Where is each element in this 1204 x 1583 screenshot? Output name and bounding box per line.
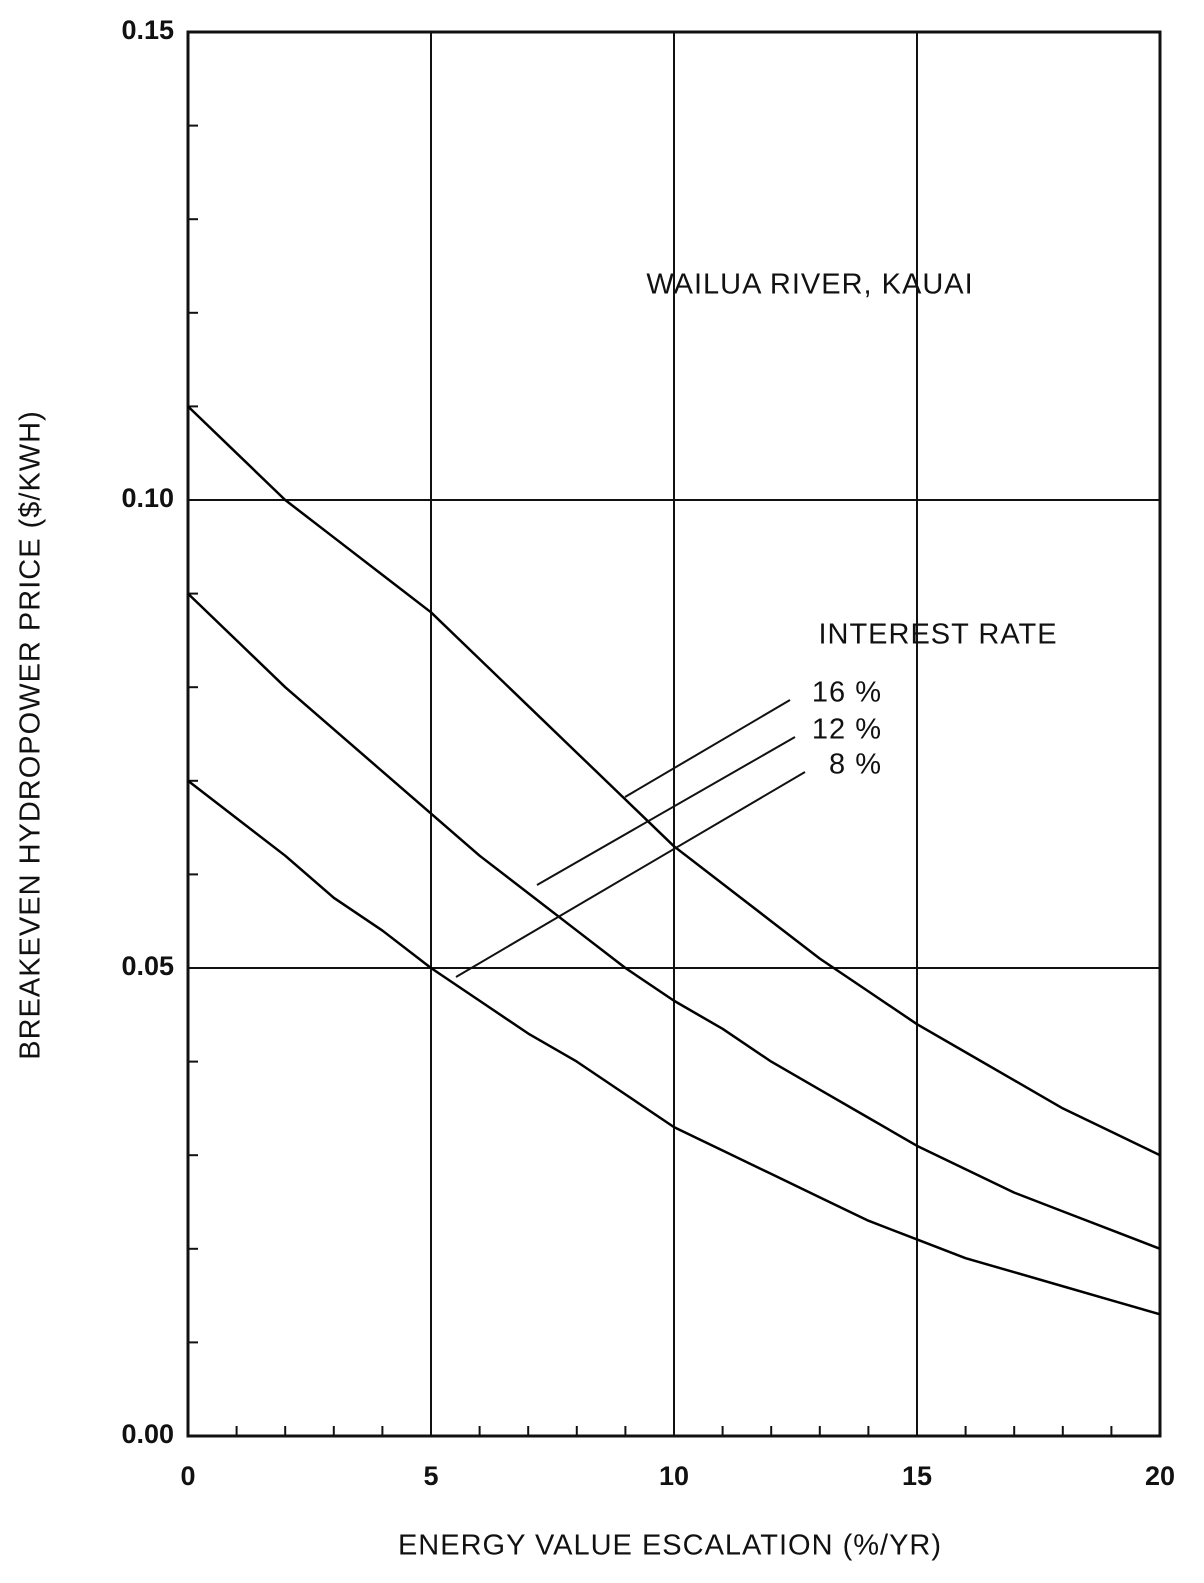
leader-line xyxy=(455,771,806,978)
y-tick-label: 0.10 xyxy=(121,483,174,513)
legend-label: 8 % xyxy=(829,749,882,781)
y-tick-label: 0.05 xyxy=(121,951,174,981)
annotation: WAILUA RIVER, KAUAI xyxy=(646,269,973,301)
plot-frame xyxy=(186,30,1162,1438)
x-axis-label: ENERGY VALUE ESCALATION (%/YR) xyxy=(398,1530,942,1562)
y-axis-label: BREAKEVEN HYDROPOWER PRICE ($/KWH) xyxy=(15,410,47,1060)
x-tick-label: 10 xyxy=(659,1461,689,1491)
leader-line xyxy=(536,736,796,886)
x-tick-label: 0 xyxy=(180,1461,195,1491)
series-line xyxy=(187,592,1161,1250)
legend-label: 12 % xyxy=(812,714,882,746)
y-tick-label: 0.15 xyxy=(121,15,174,45)
series-line xyxy=(187,405,1161,1157)
x-tick-label: 5 xyxy=(423,1461,438,1491)
legend-label: 16 % xyxy=(812,677,882,709)
legend-title: INTEREST RATE xyxy=(818,619,1057,651)
y-tick-label: 0.00 xyxy=(121,1419,174,1449)
x-tick-label: 15 xyxy=(902,1461,932,1491)
series-line xyxy=(187,779,1161,1316)
x-tick-label: 20 xyxy=(1145,1461,1175,1491)
leader-line xyxy=(624,699,791,798)
